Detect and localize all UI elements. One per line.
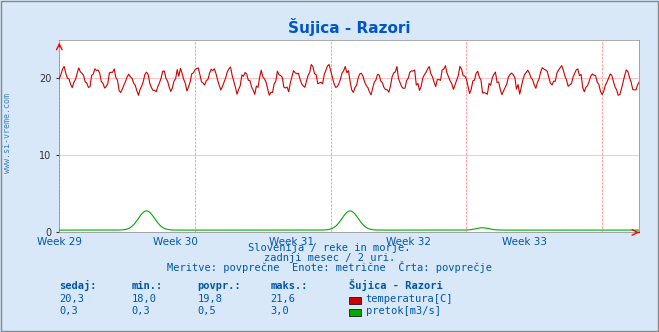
- Text: 19,8: 19,8: [198, 294, 223, 304]
- Text: 18,0: 18,0: [132, 294, 157, 304]
- Text: povpr.:: povpr.:: [198, 281, 241, 291]
- Text: Slovenija / reke in morje.: Slovenija / reke in morje.: [248, 243, 411, 253]
- Text: www.si-vreme.com: www.si-vreme.com: [3, 93, 13, 173]
- Text: 0,3: 0,3: [132, 306, 150, 316]
- Text: min.:: min.:: [132, 281, 163, 291]
- Text: pretok[m3/s]: pretok[m3/s]: [366, 306, 441, 316]
- Text: 20,3: 20,3: [59, 294, 84, 304]
- Text: 0,3: 0,3: [59, 306, 78, 316]
- Title: Šujica - Razori: Šujica - Razori: [288, 18, 411, 36]
- Text: temperatura[C]: temperatura[C]: [366, 294, 453, 304]
- Text: Meritve: povprečne  Enote: metrične  Črta: povprečje: Meritve: povprečne Enote: metrične Črta:…: [167, 261, 492, 273]
- Text: sedaj:: sedaj:: [59, 280, 97, 291]
- Text: Šujica - Razori: Šujica - Razori: [349, 279, 443, 291]
- Text: 3,0: 3,0: [270, 306, 289, 316]
- Text: zadnji mesec / 2 uri.: zadnji mesec / 2 uri.: [264, 253, 395, 263]
- Text: 0,5: 0,5: [198, 306, 216, 316]
- Text: maks.:: maks.:: [270, 281, 308, 291]
- Text: 21,6: 21,6: [270, 294, 295, 304]
